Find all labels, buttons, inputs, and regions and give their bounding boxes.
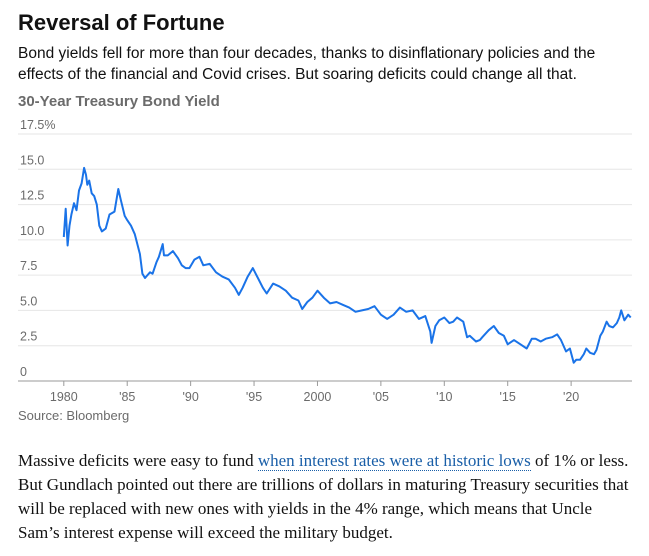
y-tick-label: 7.5 xyxy=(20,259,37,273)
x-tick-label: '15 xyxy=(500,390,516,404)
historic-lows-link[interactable]: when interest rates were at historic low… xyxy=(257,451,531,471)
chart-title: 30-Year Treasury Bond Yield xyxy=(18,93,220,110)
y-tick-label: 5.0 xyxy=(20,294,37,308)
grid-lines xyxy=(18,133,632,382)
y-tick-label: 15.0 xyxy=(20,153,44,167)
x-tick-label: 2000 xyxy=(304,390,332,404)
y-tick-label: 10.0 xyxy=(20,224,44,238)
x-tick-label: '90 xyxy=(182,390,198,404)
y-tick-label: 17.5% xyxy=(20,118,55,132)
source-note: Source: Bloomberg xyxy=(18,408,130,423)
dek: Bond yields fell for more than four deca… xyxy=(18,45,596,83)
headline: Reversal of Fortune xyxy=(18,10,225,35)
x-tick-label: '95 xyxy=(246,390,262,404)
x-tick-label: '85 xyxy=(119,390,135,404)
x-tick-label: '10 xyxy=(436,390,452,404)
article-text-rest: of 1% or less. But Gundlach pointed out … xyxy=(18,451,629,542)
y-axis-ticks: 0 2.5 5.0 7.5 10.0 12.5 15.0 17.5% xyxy=(20,118,55,379)
article-paragraph: Massive deficits were easy to fund when … xyxy=(18,449,634,545)
yield-series-line xyxy=(62,166,632,364)
article-text-lead: Massive deficits were easy to fund xyxy=(18,451,258,470)
y-tick-label: 12.5 xyxy=(20,189,44,203)
x-axis-ticks: 1980 '85 '90 '95 2000 '05 '10 '15 '20 xyxy=(50,381,579,404)
y-tick-label: 2.5 xyxy=(20,330,37,344)
y-tick-label: 0 xyxy=(20,365,27,379)
yield-chart: 0 2.5 5.0 7.5 10.0 12.5 15.0 17.5% 1980 '85 '90 '9… xyxy=(18,118,632,404)
x-tick-label: '20 xyxy=(563,390,579,404)
x-tick-label: '05 xyxy=(373,390,389,404)
x-tick-label: 1980 xyxy=(50,390,78,404)
